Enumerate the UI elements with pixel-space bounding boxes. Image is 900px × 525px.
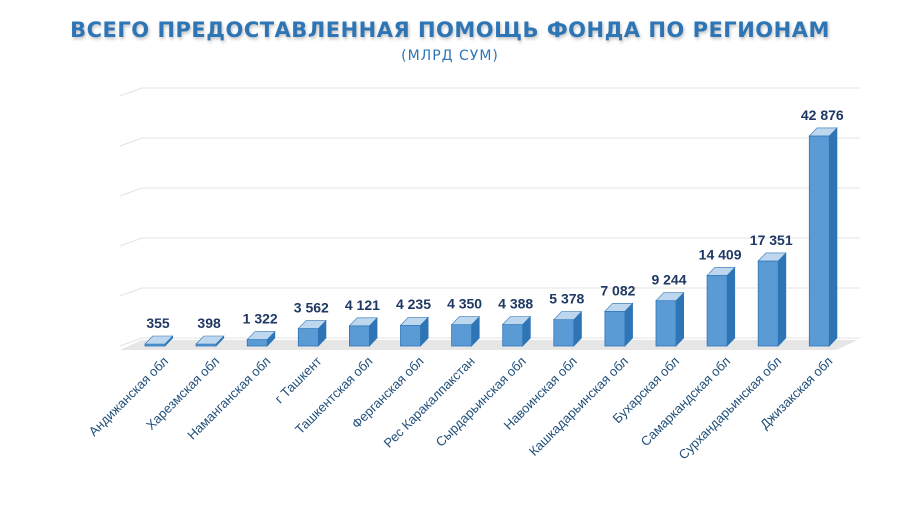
bar-top xyxy=(604,302,634,312)
category-label: Сурхандарьинская обл xyxy=(676,354,785,463)
bar xyxy=(451,324,473,347)
data-label: 5 378 xyxy=(549,291,584,307)
bar xyxy=(757,260,779,347)
bar-top xyxy=(195,335,225,345)
gridline xyxy=(119,137,860,147)
category-label: Кашкадарьинская обл xyxy=(526,354,631,459)
data-label: 3 562 xyxy=(294,300,329,316)
bar-top xyxy=(297,320,327,329)
bar-side xyxy=(726,266,736,347)
bar-side xyxy=(675,291,685,347)
data-label: 9 244 xyxy=(651,272,686,288)
gridline xyxy=(119,287,860,297)
bar xyxy=(655,300,677,347)
bar-top xyxy=(348,317,378,327)
data-label: 17 351 xyxy=(750,232,793,248)
bar-top xyxy=(706,267,736,276)
data-label: 4 235 xyxy=(396,296,431,312)
bar-top xyxy=(757,252,787,262)
data-label: 4 350 xyxy=(447,296,482,312)
bar xyxy=(297,328,319,347)
bar-top xyxy=(553,311,583,320)
data-label: 4 388 xyxy=(498,295,533,311)
bar-top xyxy=(450,316,481,325)
bar-top xyxy=(144,335,174,345)
category-label: Самаркандская обл xyxy=(638,354,734,450)
bar xyxy=(246,339,268,347)
gridline xyxy=(119,87,860,97)
bar-top xyxy=(399,316,429,326)
chart-subtitle: (МЛРД СУМ) xyxy=(401,48,499,64)
bar-side xyxy=(777,252,787,347)
bar-top xyxy=(808,127,838,137)
data-label: 398 xyxy=(197,315,221,331)
bar-top xyxy=(501,316,532,325)
bar xyxy=(348,325,370,347)
data-label: 4 121 xyxy=(345,297,380,313)
bar-side xyxy=(828,127,838,347)
bar xyxy=(808,135,830,347)
data-label: 1 322 xyxy=(243,311,278,327)
data-label: 7 082 xyxy=(600,282,635,298)
data-label: 14 409 xyxy=(699,246,742,262)
category-label: Рес Каракалпакстан xyxy=(381,354,478,451)
chart-floor xyxy=(120,340,858,350)
bar-top xyxy=(655,292,685,302)
gridline xyxy=(119,237,860,247)
bar xyxy=(706,274,728,347)
bar-top xyxy=(246,331,276,340)
data-label: 42 876 xyxy=(801,107,844,123)
category-label: г Ташкент xyxy=(272,353,325,406)
data-label: 355 xyxy=(146,315,170,331)
bar xyxy=(502,324,524,347)
bar xyxy=(553,319,575,347)
category-label: Сырдарьинская обл xyxy=(433,354,529,450)
bar xyxy=(604,310,626,347)
chart-title: ВСЕГО ПРЕДОСТАВЛЕННАЯ ПОМОЩЬ ФОНДА ПО РЕ… xyxy=(70,18,830,42)
bar xyxy=(400,324,421,347)
gridline xyxy=(119,187,860,197)
